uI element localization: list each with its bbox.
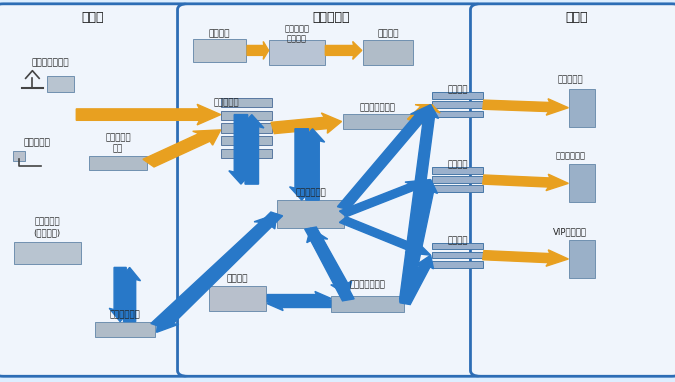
- Text: VIP区域扩声: VIP区域扩声: [554, 227, 587, 236]
- FancyArrow shape: [240, 115, 264, 184]
- Bar: [13, 151, 25, 161]
- FancyArrow shape: [119, 267, 140, 322]
- Bar: [433, 252, 483, 258]
- Text: 音源设备: 音源设备: [209, 29, 230, 38]
- Bar: [47, 76, 74, 92]
- Text: 扩声控制室: 扩声控制室: [312, 11, 350, 24]
- Bar: [221, 123, 271, 133]
- FancyArrow shape: [247, 42, 269, 59]
- Bar: [433, 261, 483, 267]
- FancyBboxPatch shape: [178, 4, 485, 376]
- FancyArrow shape: [229, 115, 253, 184]
- Text: 比赛场地扩声: 比赛场地扩声: [556, 151, 585, 160]
- FancyArrow shape: [157, 212, 283, 332]
- FancyArrow shape: [408, 105, 440, 124]
- Text: 无线传声器系统: 无线传声器系统: [32, 58, 70, 68]
- Text: 数字功放: 数字功放: [448, 85, 468, 94]
- FancyArrow shape: [267, 291, 331, 305]
- Bar: [209, 286, 266, 311]
- Bar: [569, 164, 595, 202]
- Bar: [221, 111, 271, 120]
- Text: 调音台接口箱: 调音台接口箱: [295, 188, 326, 197]
- Text: 观众区: 观众区: [81, 11, 104, 24]
- Bar: [89, 156, 146, 170]
- Bar: [221, 136, 271, 145]
- Text: 数字调音台
(现场调音): 数字调音台 (现场调音): [34, 218, 61, 237]
- Bar: [343, 114, 413, 129]
- FancyArrow shape: [400, 180, 437, 302]
- Text: 观众区扩声: 观众区扩声: [558, 76, 583, 85]
- FancyArrow shape: [290, 129, 314, 200]
- Text: 调音台接口箱: 调音台接口箱: [109, 311, 140, 320]
- FancyArrow shape: [338, 105, 431, 210]
- Text: 核心网络交换机: 核心网络交换机: [350, 280, 386, 289]
- Text: 控制电脑: 控制电脑: [227, 274, 248, 283]
- Text: 信号塞孔排: 信号塞孔排: [213, 99, 239, 108]
- FancyArrow shape: [400, 255, 433, 304]
- Bar: [363, 40, 413, 65]
- FancyArrow shape: [306, 228, 354, 301]
- Text: 有线传声器: 有线传声器: [24, 139, 51, 148]
- FancyArrow shape: [271, 113, 342, 134]
- Bar: [269, 40, 325, 65]
- FancyBboxPatch shape: [470, 4, 675, 376]
- Bar: [95, 322, 155, 337]
- FancyBboxPatch shape: [0, 4, 192, 376]
- FancyArrow shape: [109, 267, 131, 322]
- Text: 数字功放: 数字功放: [448, 236, 468, 245]
- Bar: [331, 296, 404, 312]
- Text: 数字功放: 数字功放: [448, 160, 468, 170]
- FancyArrow shape: [304, 227, 352, 296]
- Bar: [433, 186, 483, 192]
- Bar: [433, 101, 483, 108]
- Text: 数字调音台
控制界面: 数字调音台 控制界面: [284, 24, 310, 43]
- Bar: [433, 110, 483, 117]
- FancyArrow shape: [267, 297, 331, 311]
- Bar: [433, 167, 483, 173]
- FancyArrow shape: [483, 174, 568, 191]
- FancyArrow shape: [76, 104, 221, 125]
- Bar: [569, 240, 595, 278]
- Bar: [433, 176, 483, 183]
- FancyArrow shape: [340, 217, 431, 255]
- FancyArrow shape: [143, 130, 221, 167]
- Bar: [221, 98, 271, 107]
- Bar: [277, 200, 344, 228]
- FancyArrow shape: [340, 180, 431, 217]
- Text: 场内音频插
座箱: 场内音频插 座箱: [105, 134, 131, 153]
- Text: 观众区: 观众区: [565, 11, 588, 24]
- Bar: [14, 242, 81, 264]
- FancyArrow shape: [300, 129, 325, 200]
- Text: 数字音频处理器: 数字音频处理器: [360, 103, 396, 112]
- Bar: [193, 39, 246, 62]
- FancyArrow shape: [483, 99, 568, 115]
- FancyArrow shape: [325, 42, 362, 59]
- Bar: [433, 92, 483, 99]
- FancyArrow shape: [400, 105, 439, 300]
- Text: 监听音箱: 监听音箱: [377, 29, 399, 38]
- Bar: [433, 243, 483, 249]
- Bar: [569, 89, 595, 127]
- Bar: [221, 149, 271, 158]
- FancyArrow shape: [483, 250, 568, 266]
- FancyArrow shape: [151, 214, 277, 327]
